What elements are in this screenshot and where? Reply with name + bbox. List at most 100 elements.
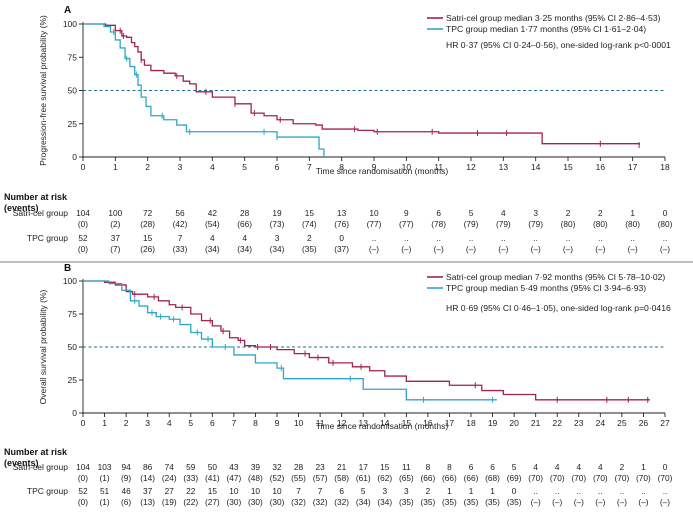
panel-a-risk-satri-cel-events: (80)	[625, 219, 640, 229]
panel-a-y-tick-label: 25	[68, 119, 78, 129]
panel-b-risk-tpc-events: (35)	[464, 497, 479, 507]
panel-a-risk-satri-cel-events: (0)	[78, 219, 88, 229]
panel-a-x-tick-label: 9	[372, 162, 377, 172]
panel-b-risk-satri-cel-events: (24)	[162, 473, 177, 483]
panel-b-risk-tpc-n: ..	[663, 486, 668, 496]
panel-b-risk-tpc-n: 6	[339, 486, 344, 496]
panel-a-y-tick-label: 100	[63, 19, 77, 29]
panel-a-risk-satri-cel-events: (54)	[205, 219, 220, 229]
panel-b-risk-tpc-n: 3	[404, 486, 409, 496]
panel-b-risk-tpc-events: (35)	[507, 497, 522, 507]
panel-b-risk-tpc-n: 51	[100, 486, 110, 496]
panel-a-x-tick-label: 8	[339, 162, 344, 172]
panel-b-risk-satri-cel-events: (70)	[636, 473, 651, 483]
panel-b-risk-tpc-events: (34)	[356, 497, 371, 507]
panel-b-risk-satri-cel-n: 39	[251, 462, 261, 472]
panel-b-risk-tpc-n: ..	[555, 486, 560, 496]
panel-a-x-tick-label: 2	[145, 162, 150, 172]
panel-b-risk-satri-cel-n: 17	[359, 462, 369, 472]
panel-a-risk-satri-cel-events: (28)	[140, 219, 155, 229]
panel-a-risk-satri-cel-events: (80)	[658, 219, 673, 229]
panel-b-risk-tpc-events: (0)	[78, 497, 88, 507]
panel-b-x-tick-label: 1	[102, 418, 107, 428]
panel-b-x-tick-label: 19	[488, 418, 498, 428]
panel-b-risk-satri-cel-events: (65)	[399, 473, 414, 483]
panel-a-risk-tpc-n: 7	[178, 233, 183, 243]
panel-a-risk-satri-cel-n: 28	[240, 208, 250, 218]
panel-b-risk-tpc-events: (19)	[162, 497, 177, 507]
panel-b-x-tick-label: 27	[660, 418, 670, 428]
panel-b-risk-satri-cel-events: (52)	[270, 473, 285, 483]
panel-b-y-tick-label: 75	[68, 309, 78, 319]
panel-b-risk-tpc-n: 46	[121, 486, 131, 496]
panel-a-risk-row-satri-cel-label: Satri-cel group	[13, 208, 69, 218]
panel-a-risk-satri-cel-events: (79)	[464, 219, 479, 229]
panel-a-risk-satri-cel-n: 19	[272, 208, 282, 218]
panel-a-x-tick-label: 14	[531, 162, 541, 172]
panel-a-risk-satri-cel-events: (79)	[496, 219, 511, 229]
panel-a-risk-satri-cel-n: 10	[369, 208, 379, 218]
panel-b-risk-satri-cel-n: 8	[447, 462, 452, 472]
panel-b-risk-satri-cel-events: (58)	[334, 473, 349, 483]
panel-a-risk-tpc-n: 4	[242, 233, 247, 243]
panel-b-x-tick-label: 2	[124, 418, 129, 428]
panel-b-risk-tpc-events: (32)	[334, 497, 349, 507]
panel-b-x-tick-label: 17	[445, 418, 455, 428]
panel-b-risk-tpc-n: ..	[620, 486, 625, 496]
panel-a-legend-tpc-label: TPC group median 1·77 months (95% CI 1·6…	[446, 24, 646, 34]
panel-b-risk-tpc-events: (–)	[574, 497, 584, 507]
panel-b-risk-satri-cel-n: 6	[490, 462, 495, 472]
panel-a-risk-satri-cel-events: (78)	[431, 219, 446, 229]
panel-a-risk-tpc-n: 52	[78, 233, 88, 243]
panel-a-risk-tpc-events: (–)	[466, 244, 476, 254]
panel-b-risk-tpc-events: (27)	[205, 497, 220, 507]
panel-b-risk-satri-cel-n: 28	[294, 462, 304, 472]
panel-a-satri-cel-curve	[83, 23, 640, 146]
panel-a-risk-tpc-n: ..	[566, 233, 571, 243]
panel-b-tpc-curve	[83, 280, 497, 401]
panel-a-risk-tpc-events: (–)	[401, 244, 411, 254]
panel-b-risk-tpc-events: (35)	[421, 497, 436, 507]
panel-b-risk-tpc-n: 1	[469, 486, 474, 496]
panel-b-risk-tpc-n: ..	[598, 486, 603, 496]
panel-b-risk-tpc-n: 52	[78, 486, 88, 496]
panel-b-legend-satri-cel-label: Satri-cel group median 7·92 months (95% …	[446, 272, 665, 282]
panel-b-y-tick-label: 0	[72, 408, 77, 418]
panel-b-risk-satri-cel-events: (55)	[291, 473, 306, 483]
panel-b-risk-tpc-events: (–)	[617, 497, 627, 507]
panel-b-legend-tpc-label: TPC group median 5·49 months (95% CI 3·9…	[446, 283, 646, 293]
panel-a-x-tick-label: 10	[402, 162, 412, 172]
panel-b-x-tick-label: 10	[294, 418, 304, 428]
panel-a-risk-tpc-events: (–)	[531, 244, 541, 254]
panel-a-risk-tpc-events: (35)	[302, 244, 317, 254]
panel-b-x-tick-label: 7	[232, 418, 237, 428]
panel-b-y-tick-label: 50	[68, 342, 78, 352]
panel-b-risk-satri-cel-n: 1	[641, 462, 646, 472]
panel-b-risk-tpc-n: 37	[143, 486, 153, 496]
panel-b-risk-tpc-n: ..	[641, 486, 646, 496]
panel-a-hr-text: HR 0·37 (95% CI 0·24–0·56), one-sided lo…	[446, 40, 671, 50]
panel-a-y-axis-label: Progression-free survival probability (%…	[38, 15, 48, 166]
panel-b-risk-satri-cel-n: 4	[555, 462, 560, 472]
panel-b-risk-tpc-events: (–)	[638, 497, 648, 507]
panel-a-y-tick-label: 75	[68, 52, 78, 62]
panel-b-risk-satri-cel-events: (70)	[658, 473, 673, 483]
panel-a-x-tick-label: 13	[499, 162, 509, 172]
panel-a-risk-tpc-events: (–)	[628, 244, 638, 254]
panel-b-risk-satri-cel-n: 15	[380, 462, 390, 472]
panel-a-risk-table-subheader: (events)	[4, 203, 39, 213]
panel-a-risk-tpc-n: ..	[630, 233, 635, 243]
panel-b-risk-tpc-events: (–)	[552, 497, 562, 507]
panel-a-letter: A	[64, 5, 71, 16]
panel-b-risk-satri-cel-events: (48)	[248, 473, 263, 483]
panel-a-risk-tpc-n: 4	[210, 233, 215, 243]
panel-a-risk-satri-cel-events: (77)	[367, 219, 382, 229]
panel-b-x-tick-label: 23	[574, 418, 584, 428]
panel-a-risk-tpc-events: (–)	[660, 244, 670, 254]
panel-a-risk-satri-cel-events: (80)	[593, 219, 608, 229]
panel-b-risk-tpc-events: (6)	[121, 497, 131, 507]
panel-a-risk-satri-cel-events: (80)	[561, 219, 576, 229]
